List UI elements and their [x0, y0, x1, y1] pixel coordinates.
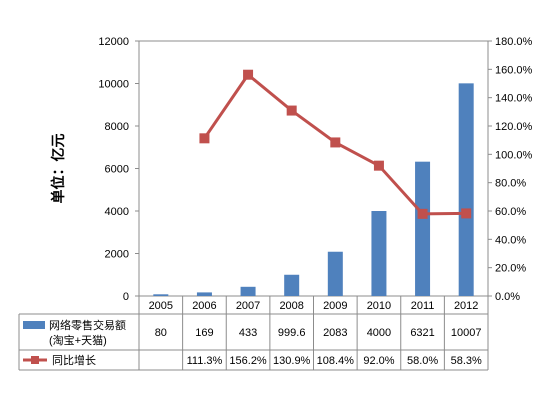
legend-label-bar: 网络零售交易额 [49, 318, 126, 332]
plot-area [139, 41, 488, 296]
growth-marker [287, 106, 297, 116]
x-tick-label: 2006 [192, 300, 216, 312]
y-right-tick-label: 40.0% [495, 234, 526, 246]
x-tick-label: 2009 [323, 300, 347, 312]
bar-2007 [241, 287, 256, 296]
y-left-tick-label: 6000 [105, 164, 129, 176]
bar-2012 [459, 83, 474, 296]
y-axis-title: 单位：亿元 [50, 134, 66, 204]
growth-marker [461, 208, 471, 218]
bar-2010 [371, 211, 386, 296]
bar-2006 [197, 292, 212, 296]
y-right-tick-label: 20.0% [495, 263, 526, 275]
table-value-line: 111.3% [187, 355, 223, 367]
table-value-line: 130.9% [273, 355, 311, 367]
y-left-tick-label: 12000 [98, 36, 129, 48]
legend-label-bar-line2: (淘宝+天猫) [49, 333, 107, 347]
table-value-bar: 80 [155, 327, 167, 339]
growth-marker [418, 209, 428, 219]
growth-marker [199, 133, 209, 143]
y-right-tick-label: 120.0% [495, 121, 533, 133]
table-value-line: 58.0% [407, 355, 438, 367]
y-right-tick-label: 0.0% [495, 291, 520, 303]
y-right-tick-label: 140.0% [495, 93, 533, 105]
table-value-bar: 6321 [410, 327, 434, 339]
table-value-bar: 433 [239, 327, 257, 339]
y-left-tick-label: 8000 [105, 121, 129, 133]
table-value-line: 156.2% [229, 355, 267, 367]
legend-label-line: 同比增长 [52, 353, 96, 367]
y-left-tick-label: 4000 [105, 206, 129, 218]
table-value-line: 58.3% [451, 355, 482, 367]
y-left-tick-label: 0 [123, 291, 129, 303]
x-tick-label: 2012 [454, 300, 478, 312]
y-right-tick-label: 80.0% [495, 178, 526, 190]
table-value-line: 108.4% [317, 355, 355, 367]
x-tick-label: 2007 [236, 300, 260, 312]
table-value-bar: 10007 [451, 327, 482, 339]
growth-marker [243, 70, 253, 80]
table-value-bar: 169 [195, 327, 213, 339]
y-right-tick-label: 60.0% [495, 206, 526, 218]
x-tick-label: 2010 [367, 300, 391, 312]
y-right-tick-label: 100.0% [495, 149, 533, 161]
legend-swatch-marker [31, 356, 39, 364]
y-left-tick-label: 2000 [105, 249, 129, 261]
table-value-bar: 999.6 [278, 327, 306, 339]
table-value-bar: 4000 [367, 327, 391, 339]
bar-2011 [415, 162, 430, 296]
table-value-line: 92.0% [363, 355, 394, 367]
y-right-tick-label: 180.0% [495, 36, 533, 48]
x-tick-label: 2005 [149, 300, 173, 312]
bar-2009 [328, 252, 343, 296]
bar-2008 [284, 275, 299, 296]
x-tick-label: 2011 [411, 300, 435, 312]
x-tick-label: 2008 [279, 300, 303, 312]
bar-2005 [153, 294, 168, 296]
legend-swatch-bar [23, 321, 45, 329]
y-left-tick-label: 10000 [98, 79, 129, 91]
y-right-tick-label: 160.0% [495, 64, 533, 76]
table-value-bar: 2083 [323, 327, 347, 339]
growth-marker [374, 161, 384, 171]
growth-marker [330, 137, 340, 147]
